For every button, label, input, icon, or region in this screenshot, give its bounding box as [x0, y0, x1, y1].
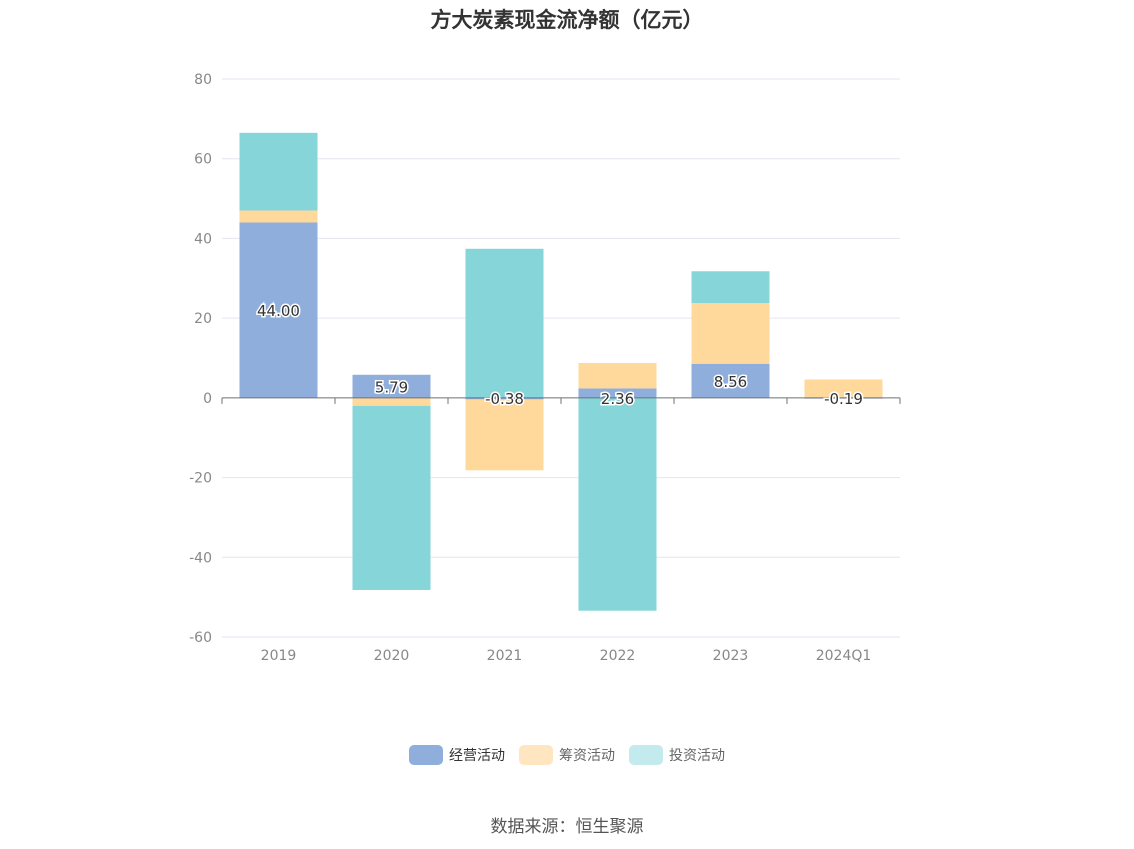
- bar-2021-series-2: [465, 248, 544, 398]
- bar-2022-series-0: [578, 388, 657, 398]
- bar-2023-series-1: [691, 303, 770, 364]
- bar-2022-series-2: [578, 397, 657, 611]
- data-label: 44.00: [257, 302, 300, 320]
- legend-item[interactable]: 投资活动: [629, 745, 725, 765]
- bar-2024Q1-series-1: [804, 379, 883, 398]
- grid-lines: [222, 78, 900, 638]
- legend-label: 筹资活动: [559, 748, 615, 764]
- data-labels: 44.00 5.79 -0.38 2.36 8.56 -0.19: [256, 301, 865, 410]
- bars: [239, 132, 883, 611]
- x-tick-label: 2019: [261, 648, 297, 664]
- legend-swatch: [629, 745, 663, 765]
- y-tick-label: 0: [203, 391, 212, 407]
- data-label: 2.36: [601, 390, 634, 408]
- chart-title: 方大炭素现金流净额（亿元）: [430, 8, 704, 32]
- data-label: 8.56: [714, 373, 747, 391]
- data-label: -0.19: [824, 390, 863, 408]
- y-tick-label: 60: [194, 152, 212, 168]
- legend-label: 投资活动: [669, 748, 725, 764]
- bar-2021-series-0: [465, 397, 544, 400]
- legend-item[interactable]: 筹资活动: [519, 745, 615, 765]
- bar-2022-series-1: [578, 362, 657, 389]
- bar-2019-series-1: [239, 210, 318, 223]
- legend-label: 经营活动: [449, 748, 505, 764]
- legend: 经营活动 筹资活动 投资活动: [0, 745, 1134, 765]
- x-tick-label: 2022: [600, 648, 636, 664]
- bar-2019-series-2: [239, 132, 318, 211]
- x-tick-label: 2023: [713, 648, 749, 664]
- y-tick-label: 80: [194, 72, 212, 88]
- axes: 80 60 40 20 0 -20 -40 -60 2019 2020 2021 2022 2023 20…: [189, 72, 901, 664]
- y-tick-label: -20: [189, 471, 212, 487]
- legend-swatch: [409, 745, 443, 765]
- bar-2023-series-0: [691, 363, 770, 398]
- data-label: 5.79: [375, 378, 408, 396]
- x-tick-label: 2024Q1: [816, 648, 872, 664]
- legend-item[interactable]: 经营活动: [409, 745, 505, 765]
- y-tick-label: -60: [189, 630, 212, 646]
- bar-2020-series-0: [352, 374, 431, 398]
- bar-2023-series-2: [691, 271, 770, 304]
- x-tick-label: 2020: [374, 648, 410, 664]
- bar-2021-series-1: [465, 399, 544, 471]
- y-tick-label: -40: [189, 550, 212, 566]
- y-tick-label: 40: [194, 231, 212, 247]
- data-label: -0.38: [485, 390, 524, 408]
- bar-2019-series-0: [239, 222, 318, 398]
- bar-2020-series-2: [352, 405, 431, 590]
- y-tick-label: 20: [194, 311, 212, 327]
- x-tick-label: 2021: [487, 648, 523, 664]
- legend-swatch: [519, 745, 553, 765]
- source-note: 数据来源：恒生聚源: [490, 817, 644, 837]
- bar-2020-series-1: [352, 397, 431, 406]
